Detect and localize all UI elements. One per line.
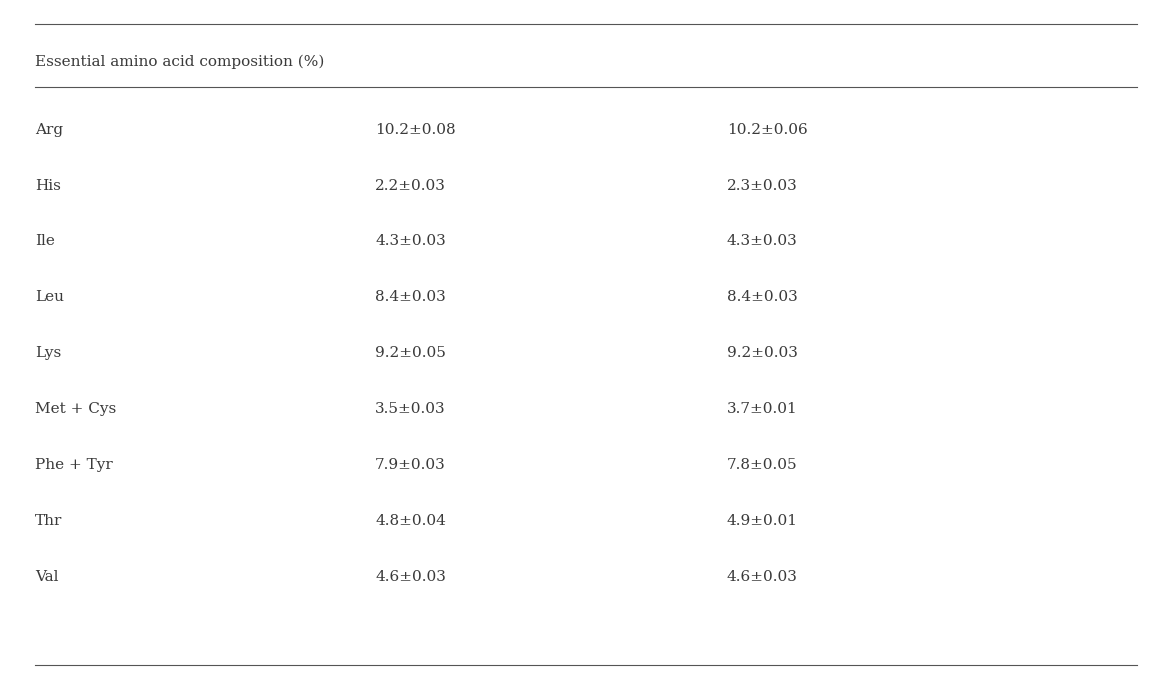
Text: Ile: Ile: [35, 235, 55, 248]
Text: 3.7±0.01: 3.7±0.01: [727, 402, 797, 416]
Text: 9.2±0.03: 9.2±0.03: [727, 346, 797, 360]
Text: 9.2±0.05: 9.2±0.05: [375, 346, 445, 360]
Text: 8.4±0.03: 8.4±0.03: [727, 291, 797, 304]
Text: Lys: Lys: [35, 346, 61, 360]
Text: 2.3±0.03: 2.3±0.03: [727, 179, 797, 192]
Text: 10.2±0.06: 10.2±0.06: [727, 123, 808, 136]
Text: 4.6±0.03: 4.6±0.03: [375, 570, 445, 584]
Text: 4.6±0.03: 4.6±0.03: [727, 570, 797, 584]
Text: Phe + Tyr: Phe + Tyr: [35, 458, 113, 472]
Text: 7.8±0.05: 7.8±0.05: [727, 458, 797, 472]
Text: 4.3±0.03: 4.3±0.03: [727, 235, 797, 248]
Text: Leu: Leu: [35, 291, 64, 304]
Text: 4.9±0.01: 4.9±0.01: [727, 514, 798, 528]
Text: Val: Val: [35, 570, 59, 584]
Text: 8.4±0.03: 8.4±0.03: [375, 291, 445, 304]
Text: Thr: Thr: [35, 514, 62, 528]
Text: 4.8±0.04: 4.8±0.04: [375, 514, 445, 528]
Text: 7.9±0.03: 7.9±0.03: [375, 458, 445, 472]
Text: 3.5±0.03: 3.5±0.03: [375, 402, 445, 416]
Text: Met + Cys: Met + Cys: [35, 402, 116, 416]
Text: 10.2±0.08: 10.2±0.08: [375, 123, 456, 136]
Text: Arg: Arg: [35, 123, 63, 136]
Text: His: His: [35, 179, 61, 192]
Text: 4.3±0.03: 4.3±0.03: [375, 235, 445, 248]
Text: 2.2±0.03: 2.2±0.03: [375, 179, 445, 192]
Text: Essential amino acid composition (%): Essential amino acid composition (%): [35, 54, 325, 69]
